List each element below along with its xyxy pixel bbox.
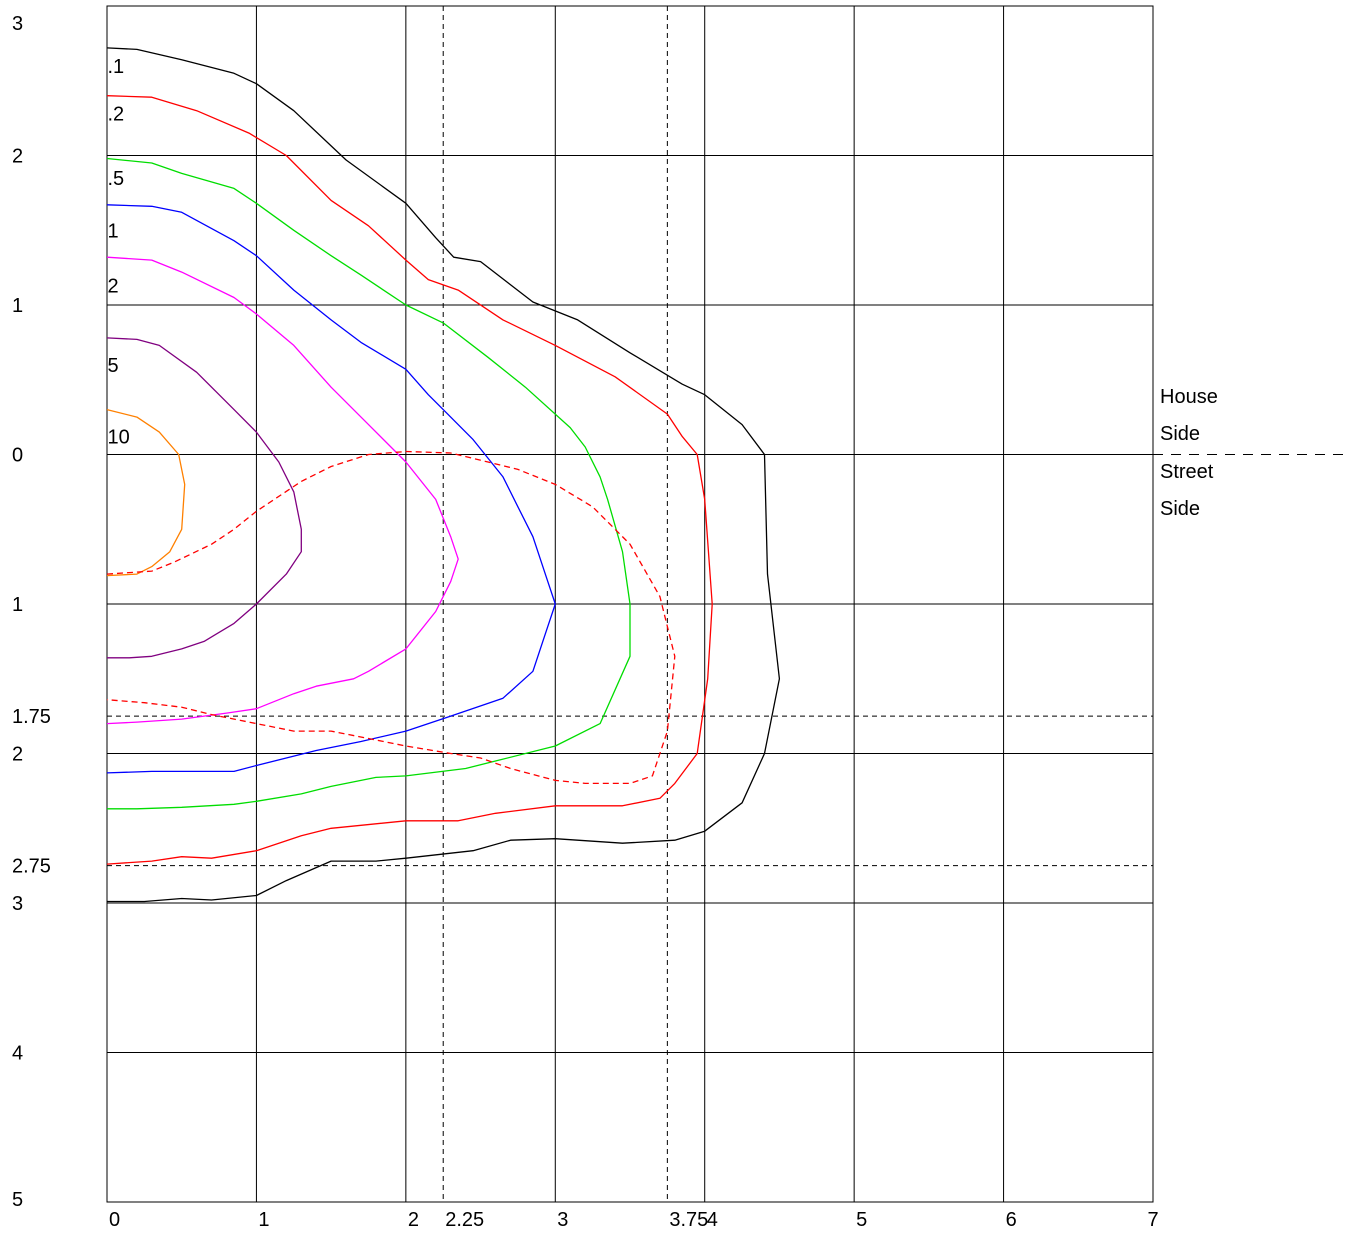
contour-line (106, 157, 631, 810)
contour-label: .2 (107, 104, 124, 126)
contour-line (106, 450, 676, 785)
x-tick-label: 2.25 (445, 1209, 484, 1231)
contour-label: .1 (107, 56, 124, 78)
grid-lines (107, 6, 1153, 1202)
contour-label: 5 (107, 355, 118, 377)
y-tick-label: 2 (12, 146, 23, 168)
y-tick-label: 1 (12, 295, 23, 317)
x-tick-label: 7 (1147, 1209, 1158, 1231)
x-tick-label: 1 (258, 1209, 269, 1231)
y-tick-label: 2 (12, 744, 23, 766)
contour-line (106, 408, 186, 577)
contour-line (106, 337, 302, 659)
y-tick-label: 5 (12, 1189, 23, 1211)
y-tick-label: 4 (12, 1043, 23, 1065)
x-tick-label: 2 (408, 1209, 419, 1231)
y-tick-labels: 3 2 1 0 1 1.75 2 2.75 3 4 5 (12, 13, 51, 1211)
reference-lines (107, 6, 1346, 1202)
contour-line (106, 204, 556, 774)
x-tick-label: 0 (109, 1209, 120, 1231)
contour-lines (106, 47, 781, 903)
y-tick-label: 1.75 (12, 706, 51, 728)
contour-label: 1 (107, 220, 118, 242)
contour-line (106, 47, 781, 903)
side-labels: House Side Street Side (1160, 386, 1218, 520)
contour-line (106, 256, 459, 725)
x-tick-label: 6 (1006, 1209, 1017, 1231)
y-tick-label: 0 (12, 445, 23, 467)
house-side-label-line1: House (1160, 386, 1218, 408)
house-side-label-line2: Side (1160, 423, 1200, 445)
plot-frame (106, 5, 1154, 1203)
x-tick-label: 3 (557, 1209, 568, 1231)
street-side-label-line1: Street (1160, 461, 1214, 483)
contour-line (106, 95, 713, 865)
street-side-label-line2: Side (1160, 498, 1200, 520)
x-tick-label: 4 (707, 1209, 718, 1231)
x-tick-labels: 0 1 2 2.25 3 3.754 5 6 7 (109, 1209, 1159, 1231)
contour-label: .5 (107, 168, 124, 190)
x-tick-label: 5 (856, 1209, 867, 1231)
x-tick-label: 3.75 (669, 1209, 708, 1231)
contour-label: 10 (107, 427, 129, 449)
contour-label: 2 (107, 276, 118, 298)
y-tick-label: 1 (12, 594, 23, 616)
y-tick-label: 3 (12, 893, 23, 915)
y-tick-label: 3 (12, 13, 23, 35)
y-tick-label: 2.75 (12, 856, 51, 878)
contour-labels: .1 .2 .5 1 2 5 10 (107, 56, 129, 449)
